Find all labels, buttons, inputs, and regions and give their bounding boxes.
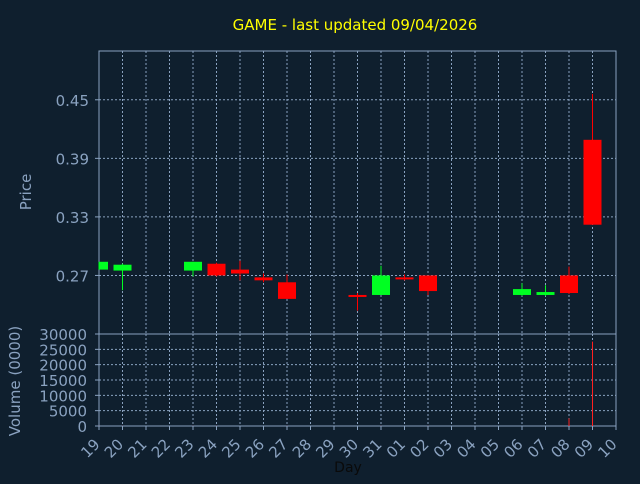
candle-body [207,263,226,276]
price-grid [98,51,617,334]
price-tick-label: 0.33 [56,209,89,227]
x-axis-label: Day [334,460,362,476]
x-tick-label: 10 [594,435,620,461]
candle-25 [231,260,249,281]
candle-body [419,275,437,292]
x-tick-label: 19 [77,435,103,461]
volume-tick-label: 15000 [39,372,87,390]
candle-body [184,261,202,271]
candle-01 [395,274,414,281]
volume-tick-label: 10000 [39,387,87,405]
candle-31 [372,265,390,295]
x-tick-label: 04 [453,435,479,461]
candle-23 [184,261,202,277]
candle-body [513,289,531,295]
x-tick-label: 02 [406,435,432,461]
candle-body [395,277,414,280]
candle-08 [560,266,578,294]
x-tick-label: 26 [242,435,268,461]
x-tick-label: 09 [571,435,597,461]
x-tick-label: 25 [218,435,244,461]
candle-body [536,292,555,295]
candle-26 [254,273,273,283]
volume-tick-label: 5000 [49,403,87,421]
candle-body [560,275,578,294]
x-tick-label: 31 [359,435,385,461]
x-tick-label: 22 [148,435,174,461]
candle-body [231,269,249,274]
x-tick-label: 28 [289,435,315,461]
candle-02 [419,275,437,295]
candle-19 [98,261,108,270]
candle-body [254,277,273,281]
x-tick-label: 24 [195,435,221,461]
price-y-ticks: 0.45 0.39 0.33 0.27 [56,92,99,285]
x-tick-label: 23 [171,435,197,461]
candle-body [278,282,296,299]
x-tick-label: 21 [124,435,150,461]
candle-20 [113,263,132,291]
x-tick-label: 05 [477,435,503,461]
candle-30 [348,293,367,311]
volume-tick-label: 20000 [39,357,87,375]
x-tick-label: 03 [430,435,456,461]
volume-tick-label: 25000 [39,341,87,359]
candle-body [372,275,390,295]
volume-tick-label: 0 [77,418,87,436]
x-tick-label: 27 [265,435,291,461]
x-tick-label: 30 [336,435,362,461]
volume-grid [98,333,617,427]
volume-bars [98,341,593,426]
price-tick-label: 0.39 [56,150,89,168]
x-tick-label: 08 [547,435,573,461]
price-tick-label: 0.45 [56,92,89,110]
x-tick-label: 20 [101,435,127,461]
candle-24 [207,262,226,277]
candle-09 [583,93,602,225]
candles [98,93,602,311]
candle-06 [513,283,531,296]
price-tick-label: 0.27 [56,267,89,285]
x-tick-labels: 1920212223242526272829303101020304050607… [77,426,621,462]
candle-body [113,264,132,271]
volume-axis-label: Volume (0000) [6,326,24,436]
chart-title: GAME - last updated 09/04/2026 [233,16,478,34]
candle-27 [278,274,296,299]
x-tick-label: 01 [383,435,409,461]
x-tick-label: 29 [312,435,338,461]
x-tick-label: 07 [524,435,550,461]
candle-body [99,261,108,270]
volume-tick-label: 30000 [39,326,87,344]
candle-07 [536,285,555,296]
candle-body [348,294,367,297]
x-tick-label: 06 [500,435,526,461]
candle-body [583,139,602,225]
price-axis-label: Price [17,174,35,211]
